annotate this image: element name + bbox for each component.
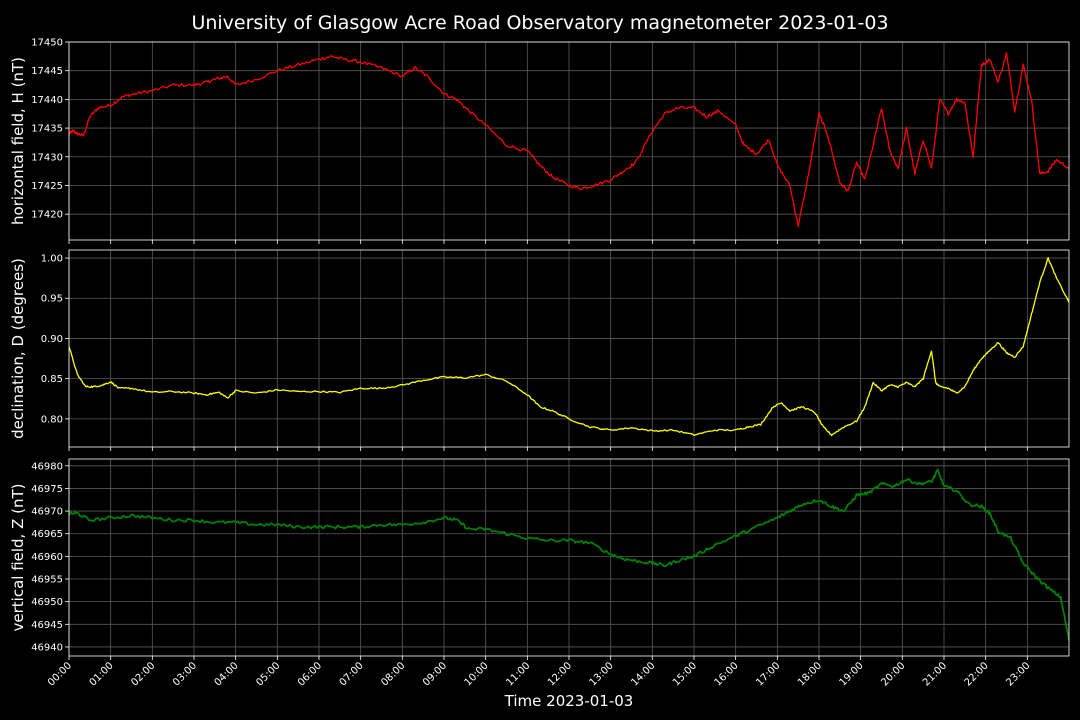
x-tick-label: 15:00 [671, 660, 699, 688]
x-tick-label: 07:00 [338, 660, 366, 688]
x-tick-label: 01:00 [88, 660, 116, 688]
y-tick-label: 17430 [31, 152, 63, 163]
x-tick-label: 02:00 [129, 660, 157, 688]
panel-3: 00:00 01:00 02:00 03:00 04:00 05:00 06:00 07:00… [9, 458, 1070, 689]
y-tick-label: 46970 [31, 507, 63, 518]
y-tick-label: 17445 [31, 66, 63, 77]
x-tick-label: 13:00 [588, 660, 616, 688]
x-tick-label: 09:00 [421, 660, 449, 688]
x-tick-label: 03:00 [171, 660, 199, 688]
chart-title: University of Glasgow Acre Road Observat… [191, 12, 888, 34]
x-tick-label: 20:00 [879, 660, 907, 688]
x-tick-label: 05:00 [254, 660, 282, 688]
y-tick-label: 46960 [31, 552, 63, 563]
series-line [69, 52, 1069, 228]
x-tick-label: 23:00 [1004, 660, 1032, 688]
y-axis-label: horizontal field, H (nT) [9, 57, 27, 225]
x-tick-label: 04:00 [213, 660, 241, 688]
x-tick-label: 16:00 [713, 660, 741, 688]
y-tick-label: 0.95 [41, 294, 63, 305]
x-tick-label: 14:00 [629, 660, 657, 688]
y-axis-label: vertical field, Z (nT) [9, 483, 27, 631]
x-tick-label: 06:00 [296, 660, 324, 688]
y-tick-label: 17425 [31, 181, 63, 192]
y-tick-label: 46980 [31, 461, 63, 472]
y-tick-label: 46965 [31, 529, 63, 540]
y-tick-label: 46945 [31, 620, 63, 631]
y-tick-label: 0.85 [41, 374, 63, 385]
panel-2: 0.80 0.85 0.90 0.95 1.00 declination, D (degr… [9, 249, 1070, 451]
x-tick-label: 11:00 [504, 660, 532, 688]
y-tick-label: 46975 [31, 484, 63, 495]
x-tick-label: 17:00 [754, 660, 782, 688]
x-tick-label: 08:00 [379, 660, 407, 688]
y-tick-label: 0.90 [41, 334, 63, 345]
axes-frame [68, 249, 1070, 448]
y-tick-label: 17450 [31, 38, 63, 49]
y-tick-label: 17435 [31, 124, 63, 135]
y-axis-label: declination, D (degrees) [9, 258, 27, 439]
axes-frame [68, 41, 1070, 241]
series-line [69, 468, 1069, 641]
x-tick-label: 12:00 [546, 660, 574, 688]
y-tick-label: 1.00 [41, 254, 63, 265]
x-axis-label: Time 2023-01-03 [504, 692, 634, 710]
y-tick-label: 0.80 [41, 414, 63, 425]
y-tick-label: 17440 [31, 95, 63, 106]
x-tick-label: 00:00 [46, 660, 74, 688]
x-tick-label: 18:00 [796, 660, 824, 688]
panel-1: 17420 17425 17430 17435 17440 17445 17450 horiz… [9, 38, 1070, 244]
y-tick-label: 17420 [31, 210, 63, 221]
y-tick-label: 46955 [31, 575, 63, 586]
series-line [69, 257, 1069, 437]
x-tick-label: 10:00 [463, 660, 491, 688]
y-tick-label: 46940 [31, 642, 63, 653]
x-tick-label: 21:00 [921, 660, 949, 688]
axes-frame [68, 458, 1070, 657]
x-tick-label: 19:00 [838, 660, 866, 688]
y-tick-label: 46950 [31, 597, 63, 608]
x-tick-label: 22:00 [963, 660, 991, 688]
